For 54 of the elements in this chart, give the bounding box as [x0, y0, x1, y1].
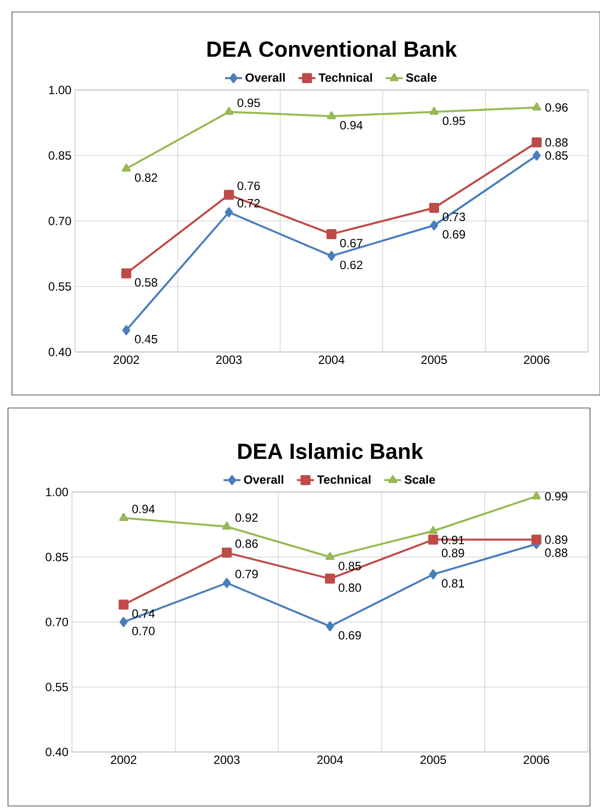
data-label: 0.89 — [544, 535, 568, 544]
legend-label: Scale — [406, 73, 436, 82]
x-tick-label: 2003 — [214, 756, 240, 764]
x-tick-label: 2005 — [420, 756, 446, 764]
legend-label: Scale — [404, 475, 435, 484]
y-tick-label: 0.40 — [45, 748, 68, 756]
y-tick-label: 0.55 — [48, 282, 71, 291]
x-tick-label: 2003 — [216, 356, 242, 364]
y-tick-label: 0.70 — [45, 618, 68, 626]
data-label: 0.88 — [545, 138, 568, 147]
data-label: 0.81 — [442, 579, 464, 588]
x-tick-label: 2002 — [110, 756, 136, 764]
data-label: 0.79 — [235, 570, 258, 578]
data-label: 0.94 — [340, 120, 362, 130]
data-label: 0.80 — [338, 583, 361, 592]
y-tick-label: 0.55 — [45, 682, 68, 692]
legend-label: Technical — [318, 73, 372, 82]
chart-title: DEA Conventional Bank — [207, 40, 457, 57]
y-tick-label: 1.00 — [48, 86, 71, 94]
data-label: 0.85 — [545, 151, 568, 160]
data-label: 0.45 — [134, 334, 158, 344]
data-label: 0.94 — [132, 504, 155, 514]
data-label: 0.99 — [544, 492, 568, 501]
chart-title: DEA Islamic Bank — [238, 443, 423, 460]
legend-label: Overall — [244, 475, 284, 484]
legend-label: Overall — [245, 73, 285, 82]
x-tick-label: 2005 — [421, 356, 447, 364]
data-label: 0.95 — [237, 98, 260, 108]
y-tick-label: 0.70 — [48, 216, 71, 226]
data-label: 0.89 — [442, 548, 464, 558]
data-label: 0.62 — [340, 260, 362, 270]
data-label: 0.69 — [442, 230, 465, 239]
x-tick-label: 2006 — [524, 756, 549, 764]
data-label: 0.82 — [134, 173, 157, 182]
x-tick-label: 2004 — [318, 356, 344, 364]
data-label: 0.67 — [340, 238, 362, 248]
legend-label: Technical — [316, 475, 370, 484]
y-tick-label: 1.00 — [46, 488, 68, 496]
data-label: 0.96 — [545, 103, 568, 112]
data-label: 0.86 — [235, 539, 258, 548]
x-tick-label: 2004 — [317, 756, 343, 764]
x-tick-label: 2006 — [524, 356, 550, 364]
data-label: 0.95 — [442, 116, 465, 126]
x-tick-label: 2002 — [113, 356, 139, 364]
data-label: 0.69 — [338, 631, 361, 640]
data-label: 0.70 — [132, 626, 154, 636]
data-label: 0.58 — [134, 278, 158, 287]
data-label: 0.76 — [237, 182, 260, 190]
y-tick-label: 0.85 — [45, 552, 68, 562]
data-label: 0.85 — [338, 562, 361, 570]
data-label: 0.88 — [544, 548, 568, 557]
y-tick-label: 0.40 — [48, 348, 71, 356]
data-label: 0.92 — [235, 513, 258, 522]
y-tick-label: 0.85 — [48, 151, 71, 160]
